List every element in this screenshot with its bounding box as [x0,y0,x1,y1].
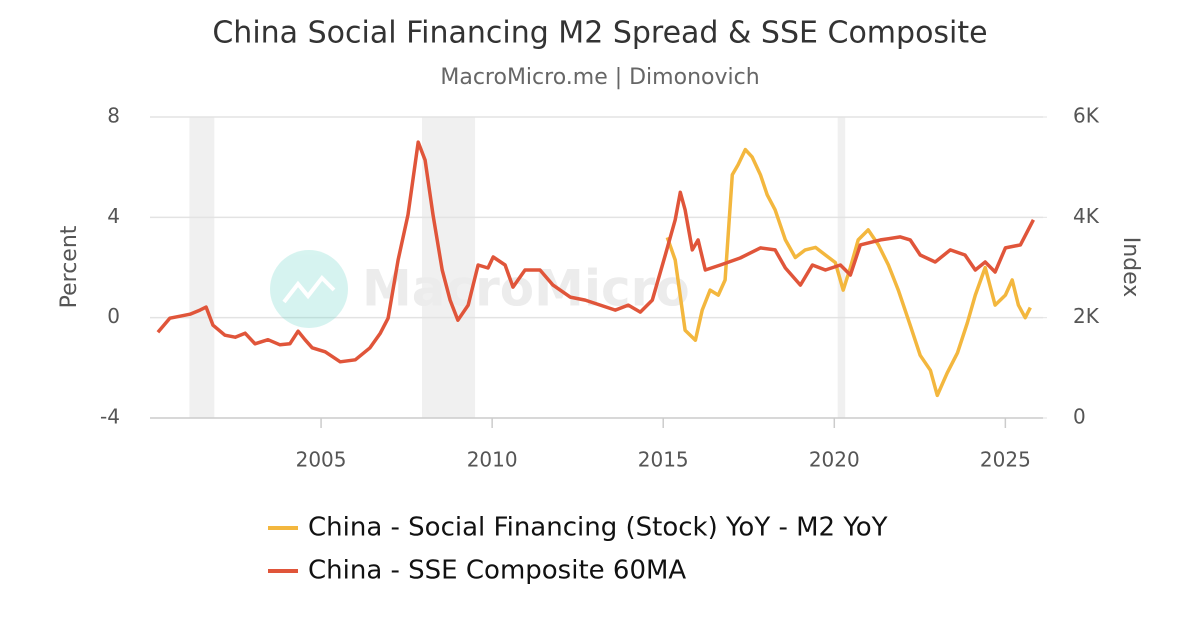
chart-subtitle: MacroMicro.me | Dimonovich [440,65,759,90]
chart-title: China Social Financing M2 Spread & SSE C… [212,16,987,51]
shaded-period [422,117,476,418]
legend-label: China - Social Financing (Stock) YoY - M… [308,513,888,543]
series-line [665,147,1032,398]
x-tick-label: 2020 [809,448,860,472]
y-tick-label: 4 [107,204,120,228]
x-tick-label: 2025 [980,448,1031,472]
y-tick-label: -4 [100,405,120,429]
x-tick-label: 2005 [296,448,347,472]
watermark: MacroMicro [362,260,690,318]
y-axis-label: Percent [57,225,82,308]
y2-tick-label: 4K [1073,204,1100,228]
y2-tick-label: 0 [1073,405,1086,429]
shaded-period [189,117,215,418]
x-tick-label: 2015 [638,448,689,472]
x-tick-label: 2010 [467,448,518,472]
series-line [156,140,1035,364]
y2-axis-label: Index [1118,237,1143,298]
y-tick-label: 0 [107,304,120,328]
legend-label: China - SSE Composite 60MA [308,556,686,586]
y2-tick-label: 6K [1073,104,1100,128]
y2-tick-label: 2K [1073,304,1100,328]
watermark-logo [270,250,348,328]
y-tick-label: 8 [107,104,120,128]
